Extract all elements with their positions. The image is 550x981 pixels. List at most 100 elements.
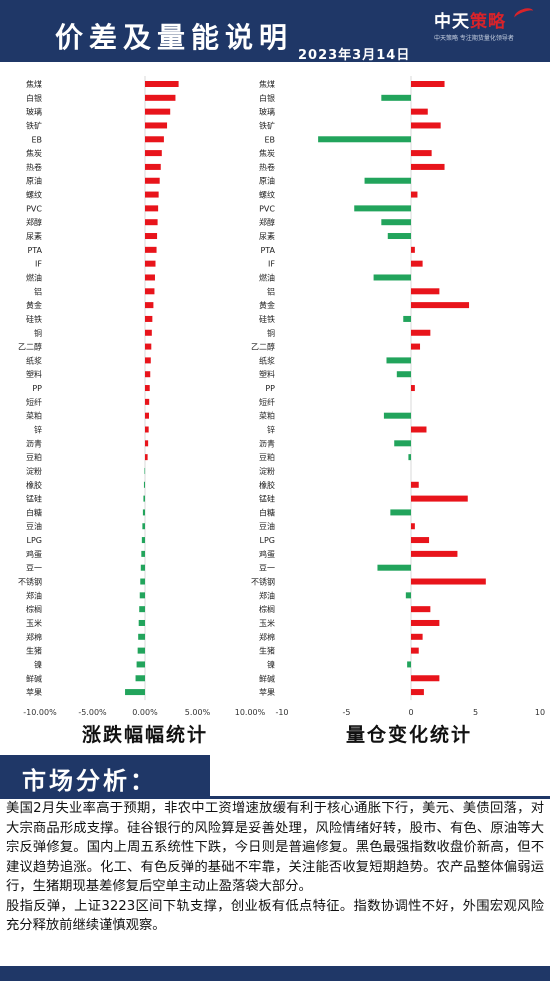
category-label-chg: IF [35, 260, 42, 269]
category-label-vol: 螺纹 [259, 190, 275, 200]
market-analysis: 美国2月失业率高于预期，非农中工资增速放缓有利于核心通胀下行，美元、美债回落，对… [6, 799, 544, 936]
logo-name: 中天策略 [434, 12, 506, 32]
bar-chg [145, 260, 156, 267]
category-label-vol: 原油 [259, 176, 275, 186]
bar-chg [145, 136, 164, 143]
category-label-chg: 豆一 [26, 564, 42, 573]
category-label-chg: 菜粕 [26, 411, 42, 421]
category-label-vol: LPG [260, 536, 275, 545]
bar-vol [411, 122, 441, 129]
bar-chg [139, 606, 145, 613]
category-label-vol: 铜 [267, 328, 275, 338]
bar-vol [387, 233, 411, 240]
section-header-bg [0, 755, 210, 799]
bar-vol [364, 177, 411, 184]
bar-vol [386, 357, 411, 364]
category-label-chg: 铜 [34, 328, 42, 338]
category-label-vol: 棕榈 [259, 604, 275, 614]
category-label-vol: 生猪 [259, 646, 275, 656]
category-label-chg: 郑棉 [26, 632, 42, 642]
category-label-vol: 黄金 [259, 300, 275, 310]
x-tick-label-vol: -10 [275, 708, 288, 717]
category-label-chg: 黄金 [26, 300, 42, 310]
bar-vol [407, 661, 411, 668]
category-label-vol: PVC [259, 204, 275, 213]
category-label-vol: 苹果 [259, 687, 275, 697]
bar-chg [125, 689, 145, 696]
x-tick-label-vol: 10 [535, 708, 545, 717]
bar-chg [145, 343, 152, 350]
category-label-chg: 镍 [34, 659, 42, 669]
bar-chg [145, 219, 158, 226]
section-title: 市场分析： [22, 767, 157, 795]
bar-chg [140, 578, 145, 585]
bar-vol [411, 81, 445, 87]
bar-vol [411, 426, 427, 433]
bar-vol [411, 288, 440, 295]
logo-swoosh-icon [512, 5, 536, 24]
category-label-vol: 纸浆 [259, 355, 275, 365]
category-label-chg: PP [32, 384, 42, 393]
category-label-vol: 橡胶 [259, 480, 275, 490]
category-label-vol: 淀粉 [259, 466, 275, 476]
category-label-chg: 短纤 [26, 397, 42, 407]
x-tick-label-chg: 5.00% [185, 708, 211, 717]
x-tick-label-vol: -5 [343, 708, 351, 717]
category-label-chg: 鸡蛋 [26, 549, 42, 559]
category-label-vol: 焦炭 [259, 148, 275, 158]
category-label-vol: 燃油 [259, 272, 275, 282]
category-label-chg: 鲜碱 [26, 673, 42, 683]
bar-chg [144, 467, 146, 474]
bar-vol [411, 689, 424, 696]
bar-chg [145, 274, 155, 281]
bar-vol [396, 371, 411, 378]
category-label-vol: 热卷 [259, 162, 275, 172]
logo-slogan: 中天策略 专注期货量化领导者 [434, 35, 514, 42]
report-date: 2023年3月14日 [298, 48, 411, 63]
category-label-vol: 菜粕 [259, 411, 275, 421]
bar-chg [145, 205, 159, 212]
category-label-vol: 沥青 [259, 438, 275, 448]
category-label-vol: 塑料 [259, 369, 275, 379]
bar-vol [411, 246, 415, 253]
bar-chg [143, 481, 145, 488]
category-label-chg: 铁矿 [26, 120, 42, 130]
bar-chg [145, 246, 157, 253]
category-label-chg: 白糖 [26, 507, 42, 517]
category-label-chg: 生猪 [26, 646, 42, 656]
category-label-chg: EB [31, 135, 42, 144]
bar-vol [411, 537, 430, 544]
category-label-vol: EB [264, 135, 275, 144]
category-label-vol: IF [268, 260, 275, 269]
bar-vol [411, 343, 421, 350]
category-label-chg: 焦炭 [26, 148, 42, 158]
bar-vol [411, 260, 423, 267]
bar-chg [145, 302, 154, 309]
category-label-chg: 锰硅 [26, 494, 42, 504]
category-label-vol: 铝 [267, 286, 275, 296]
bar-chg [145, 412, 149, 419]
category-label-vol: 豆粕 [259, 452, 275, 462]
bar-chg [140, 564, 145, 571]
bar-chg [135, 675, 145, 682]
category-label-chg: 玉米 [26, 618, 42, 628]
x-tick-label-vol: 5 [473, 708, 478, 717]
bar-vol [394, 440, 411, 447]
category-label-chg: 硅铁 [26, 314, 42, 324]
bar-chg [145, 81, 179, 87]
category-label-vol: 鸡蛋 [259, 549, 275, 559]
category-label-chg: 苹果 [26, 687, 42, 697]
bar-chg [145, 233, 158, 240]
bar-chg [137, 647, 145, 654]
category-label-chg: 豆油 [26, 521, 42, 531]
bar-chg [145, 440, 149, 447]
bar-vol [377, 564, 411, 571]
category-label-vol: 铁矿 [259, 120, 275, 130]
category-label-vol: PP [265, 384, 275, 393]
category-label-vol: 锰硅 [259, 494, 275, 504]
bar-vol [411, 675, 440, 682]
category-label-chg: 纸浆 [26, 355, 42, 365]
category-label-chg: 热卷 [26, 162, 42, 172]
bar-vol [411, 150, 432, 157]
